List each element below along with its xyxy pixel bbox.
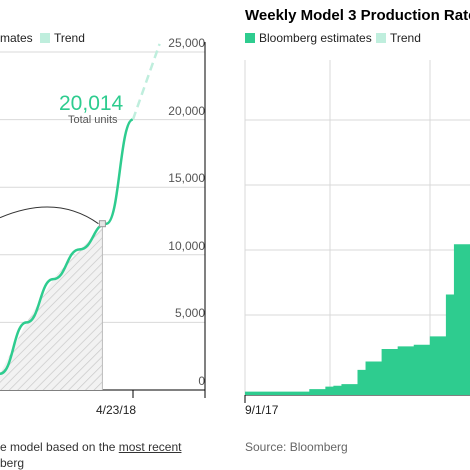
left-y-tick-label: 25,000 — [168, 36, 205, 50]
footnote-link[interactable]: most recent — [118, 440, 182, 454]
left-plot — [0, 43, 161, 390]
left-y-tick-label: 20,000 — [168, 103, 205, 118]
right-x-tick-label: 9/1/17 — [245, 403, 279, 417]
legend-trend-label: Trend — [54, 31, 85, 45]
left-y-tick-label: 5,000 — [174, 306, 205, 321]
right-plot — [245, 244, 470, 395]
footnote-line1: e model based on the most recent — [0, 440, 181, 454]
footnote-prefix: e model based on the — [0, 440, 119, 454]
callout-label: Total units — [68, 114, 118, 126]
left-series-line-estimates — [0, 118, 134, 376]
annotation-arrow — [0, 206, 99, 225]
legend-estimates-label: mates — [0, 31, 33, 45]
left-series-line-trend — [131, 43, 161, 120]
legend-trend-swatch — [40, 33, 50, 43]
callout-value: 20,014 — [59, 92, 124, 115]
left-y-tick-label: 10,000 — [168, 238, 205, 253]
left-hatched-area — [0, 223, 107, 390]
footnote-line2: berg — [0, 456, 25, 470]
left-y-tick-label: 15,000 — [168, 171, 205, 186]
annotation-marker — [98, 220, 106, 228]
right-legend-trend-swatch — [376, 33, 386, 43]
right-legend-estimates-swatch — [245, 33, 255, 43]
left-x-tick-label: 4/23/18 — [96, 403, 137, 417]
right-area-estimates — [245, 244, 470, 395]
right-legend-estimates-label: Bloomberg estimates — [259, 31, 372, 45]
source-note: Source: Bloomberg — [245, 440, 348, 454]
right-chart-title: Weekly Model 3 Production Rate — [245, 7, 470, 24]
right-legend-trend-label: Trend — [390, 31, 421, 45]
left-y-tick-label: 0 — [198, 374, 205, 388]
